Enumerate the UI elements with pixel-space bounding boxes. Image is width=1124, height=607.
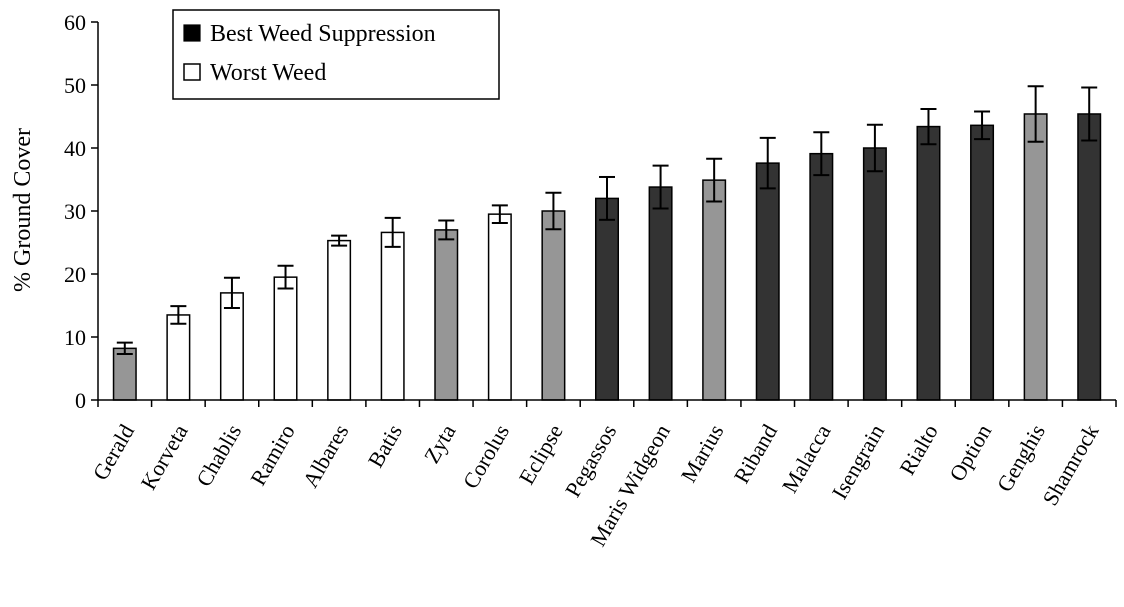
category-label: Korveta [136,420,193,494]
bar-gerald [112,347,137,401]
legend-label-worst: Worst Weed [210,60,326,86]
bar-corolus [487,213,512,401]
category-label: Pegassos [560,420,621,501]
legend: Best Weed Suppression Worst Weed [172,9,500,100]
category-label: Malacca [777,420,836,497]
bar-malacca [809,152,834,401]
y-tick-label: 30 [64,199,86,224]
category-label: Zyta [419,420,461,468]
bar-shamrock [1077,113,1102,401]
category-label: Riband [729,420,782,488]
bar-batis [380,231,405,401]
legend-swatch-worst [183,63,201,81]
y-tick-label: 50 [64,73,86,98]
bar-riband [755,162,780,401]
bar-rialto [916,125,941,401]
legend-box [172,9,500,100]
bar-pegassos [594,197,620,401]
category-label: Eclipse [514,420,568,489]
category-label: Rialto [894,420,943,479]
category-label: Chablis [191,420,246,491]
category-label: Genghis [992,420,1050,496]
category-label: Ramiro [245,420,300,490]
category-label: Gerald [88,420,140,484]
bar-ramiro [273,276,298,401]
x-axis [97,399,1117,407]
bar-genghis [1023,113,1048,401]
category-label: Isengrain [827,420,890,503]
y-axis: 0 10 20 30 40 50 60 [64,10,99,413]
bars [112,113,1102,401]
bar-isengrain [862,147,887,401]
y-tick-label: 60 [64,10,86,35]
category-label: Option [944,420,996,485]
bar-eclipse [541,210,566,401]
category-label: Marius [676,420,729,486]
bar-option [970,124,995,401]
category-label: Batis [363,420,407,472]
error-bars [116,85,1098,356]
y-tick-label: 40 [64,136,86,161]
bar-zyta [434,229,459,401]
bar-marius [702,179,727,401]
legend-swatch-best [183,24,201,42]
y-axis-title: % Ground Cover [10,128,36,292]
bar-korveta [166,314,191,401]
category-label: Corolus [458,420,514,493]
bar-albares [327,239,352,401]
y-tick-label: 10 [64,325,86,350]
y-tick-label: 0 [75,388,86,413]
legend-label-best: Best Weed Suppression [210,21,436,47]
category-label: Albares [298,420,354,492]
y-tick-label: 20 [64,262,86,287]
bar-maris-widgeon [648,186,673,401]
